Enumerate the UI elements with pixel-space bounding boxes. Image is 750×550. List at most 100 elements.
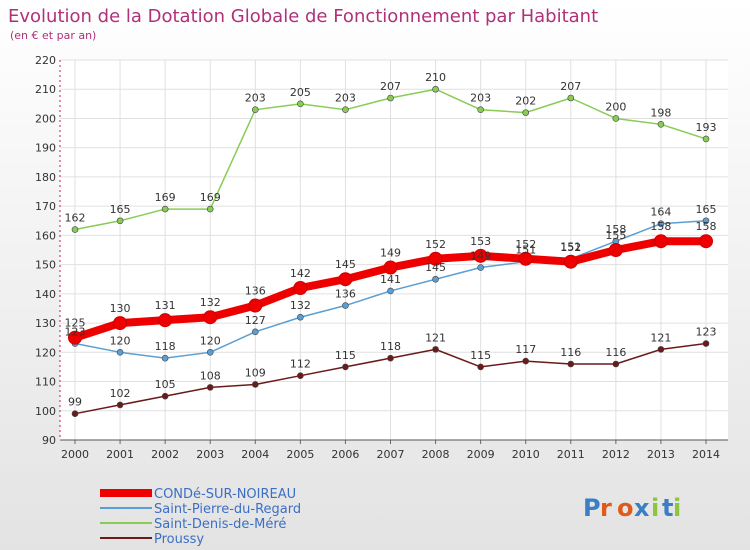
x-tick-label: 2000	[61, 448, 89, 461]
y-tick-label: 190	[35, 142, 56, 155]
x-tick-label: 2010	[512, 448, 540, 461]
data-point	[116, 349, 124, 356]
data-point	[477, 264, 484, 271]
data-point	[342, 106, 349, 113]
legend-label: Saint-Pierre-du-Regard	[154, 502, 301, 517]
data-point	[161, 205, 169, 213]
data-label: 145	[335, 258, 356, 271]
data-point	[203, 310, 218, 325]
legend: CONDé-SUR-NOIREAUSaint-Pierre-du-RegardS…	[100, 487, 301, 547]
data-label: 132	[290, 299, 311, 312]
y-tick-label: 110	[35, 376, 56, 389]
data-label: 115	[470, 349, 491, 362]
data-point	[567, 360, 575, 368]
data-point	[297, 313, 304, 321]
chart-title: Evolution de la Dotation Globale de Fonc…	[8, 6, 598, 27]
data-label: 152	[515, 238, 536, 251]
logo-letter: i	[651, 494, 659, 522]
data-point	[116, 401, 124, 409]
data-point	[387, 287, 394, 295]
data-label: 158	[650, 220, 671, 233]
data-label: 132	[200, 296, 221, 309]
data-label: 207	[560, 80, 581, 93]
data-point	[113, 316, 128, 331]
data-label: 131	[155, 299, 176, 312]
y-tick-label: 130	[35, 317, 56, 330]
y-tick-label: 210	[35, 83, 56, 96]
data-point	[702, 217, 710, 225]
data-point	[657, 346, 665, 353]
data-label: 198	[650, 106, 671, 119]
x-tick-label: 2003	[196, 448, 224, 461]
data-label: 152	[425, 238, 446, 251]
data-label: 109	[245, 366, 266, 379]
data-point	[383, 260, 398, 275]
data-label: 200	[605, 100, 626, 113]
data-point	[432, 275, 439, 283]
data-point	[657, 220, 665, 227]
data-point	[473, 248, 488, 263]
data-point	[522, 357, 530, 365]
data-point	[161, 392, 169, 400]
data-point	[477, 363, 484, 371]
data-label: 136	[335, 288, 356, 301]
data-point	[71, 226, 79, 233]
x-tick-label: 2008	[422, 448, 450, 461]
data-point	[477, 106, 484, 113]
data-label: 102	[110, 387, 131, 400]
data-label: 120	[110, 334, 131, 347]
data-label: 118	[155, 340, 176, 353]
data-point	[432, 346, 439, 353]
data-label: 127	[245, 314, 266, 327]
x-tick-label: 2007	[377, 448, 405, 461]
data-point	[158, 313, 173, 328]
chart-subtitle: (en € et par an)	[10, 29, 96, 42]
data-point	[608, 243, 623, 257]
data-point	[428, 251, 443, 266]
data-label: 203	[245, 92, 266, 105]
y-tick-label: 90	[42, 434, 56, 447]
x-tick-label: 2006	[331, 448, 359, 461]
data-label: 164	[650, 206, 671, 219]
data-label: 210	[425, 71, 446, 84]
y-tick-label: 100	[35, 405, 56, 418]
logo-letter: P	[583, 494, 601, 522]
data-label: 125	[65, 317, 86, 330]
data-point	[68, 330, 82, 345]
data-label: 136	[245, 285, 266, 298]
logo-letter: r	[600, 494, 612, 522]
data-label: 99	[68, 396, 82, 409]
data-point	[251, 106, 259, 113]
axes: 9010011012013014015016017018019020021022…	[35, 54, 728, 461]
data-label: 118	[380, 340, 401, 353]
data-label: 116	[560, 346, 581, 359]
data-point	[432, 85, 439, 93]
data-label: 158	[605, 223, 626, 236]
data-point	[702, 340, 710, 347]
data-point	[206, 349, 214, 356]
y-tick-label: 150	[35, 259, 56, 272]
logo-letter: i	[673, 494, 681, 522]
y-tick-label: 170	[35, 200, 56, 213]
data-point	[251, 328, 259, 336]
data-point	[206, 384, 214, 391]
data-label: 130	[110, 302, 131, 315]
data-label: 149	[380, 247, 401, 260]
data-point	[612, 360, 620, 368]
x-tick-label: 2011	[557, 448, 585, 461]
data-point	[699, 234, 713, 249]
data-label: 145	[425, 261, 446, 274]
data-label: 203	[470, 92, 491, 105]
data-point	[567, 94, 575, 102]
data-point	[206, 205, 214, 213]
logo-letter: o	[617, 494, 634, 522]
data-point	[518, 251, 533, 266]
series	[68, 85, 713, 417]
x-tick-label: 2001	[106, 448, 134, 461]
data-point	[338, 272, 353, 287]
data-point	[612, 115, 620, 122]
y-tick-label: 220	[35, 54, 56, 67]
data-point	[297, 100, 304, 108]
